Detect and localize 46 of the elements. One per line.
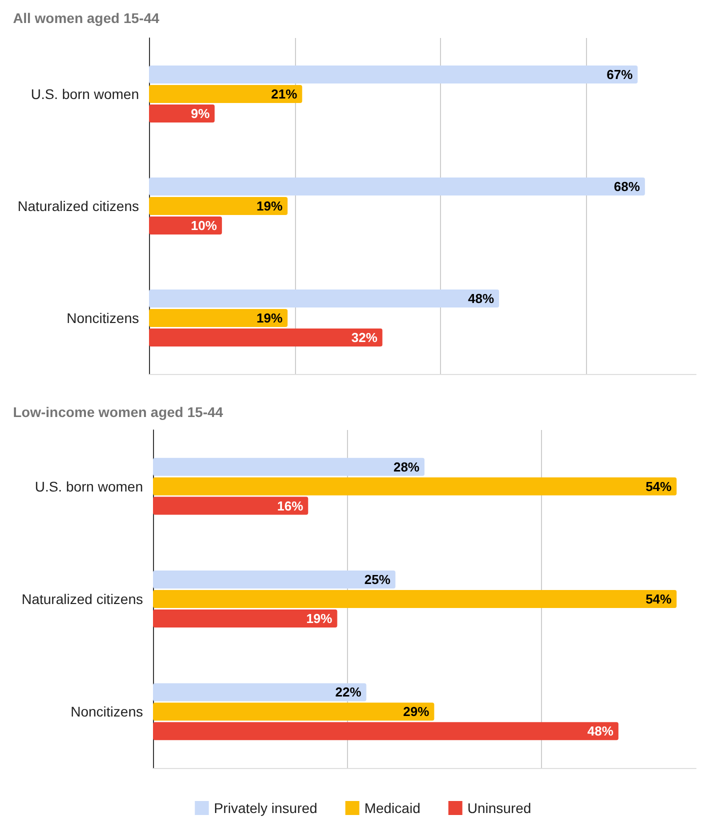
- bar: [149, 104, 215, 122]
- legend-label: Uninsured: [467, 800, 532, 816]
- data-label: 9%: [190, 106, 210, 121]
- bar: [153, 722, 618, 740]
- bar: [149, 197, 288, 215]
- bar: [153, 477, 677, 496]
- y-tick-label: Noncitizens: [70, 704, 143, 720]
- data-label: 54%: [646, 592, 672, 606]
- data-label: 10%: [190, 218, 218, 233]
- bar: [149, 309, 288, 327]
- data-label: 16%: [277, 498, 304, 514]
- data-label: 29%: [403, 704, 430, 720]
- bar: [149, 290, 500, 308]
- y-tick-label: U.S. born women: [30, 86, 139, 102]
- data-label: 22%: [335, 684, 362, 700]
- data-label: 32%: [351, 330, 378, 345]
- y-tick-label: U.S. born women: [34, 478, 143, 494]
- data-label: 48%: [468, 291, 495, 306]
- data-label: 25%: [364, 572, 391, 588]
- chart-title: Low-income women aged 15-44: [13, 404, 224, 420]
- data-label: 19%: [256, 310, 283, 326]
- data-label: 68%: [614, 179, 640, 194]
- bar: [149, 66, 638, 84]
- bar: [153, 570, 396, 589]
- data-label: 19%: [306, 610, 333, 626]
- bar: [149, 85, 302, 103]
- data-label: 67%: [606, 67, 634, 82]
- legend-label: Medicaid: [364, 800, 420, 816]
- data-label: 28%: [393, 459, 420, 474]
- bar: [153, 590, 677, 608]
- data-label: 21%: [271, 86, 298, 102]
- data-label: 48%: [587, 724, 614, 739]
- bar: [153, 458, 424, 476]
- bar: [149, 328, 382, 346]
- bar: [153, 702, 434, 721]
- y-tick-label: Naturalized citizens: [22, 591, 143, 607]
- y-tick-label: Noncitizens: [66, 310, 139, 326]
- bar: [153, 609, 338, 628]
- data-label: 19%: [256, 198, 283, 214]
- bar: [153, 496, 308, 515]
- bar: [153, 683, 366, 702]
- chart-title: All women aged 15-44: [13, 10, 160, 26]
- legend-label: Privately insured: [214, 800, 318, 816]
- bar: [149, 178, 645, 196]
- y-tick-label: Naturalized citizens: [18, 198, 139, 214]
- data-label: 54%: [646, 478, 672, 494]
